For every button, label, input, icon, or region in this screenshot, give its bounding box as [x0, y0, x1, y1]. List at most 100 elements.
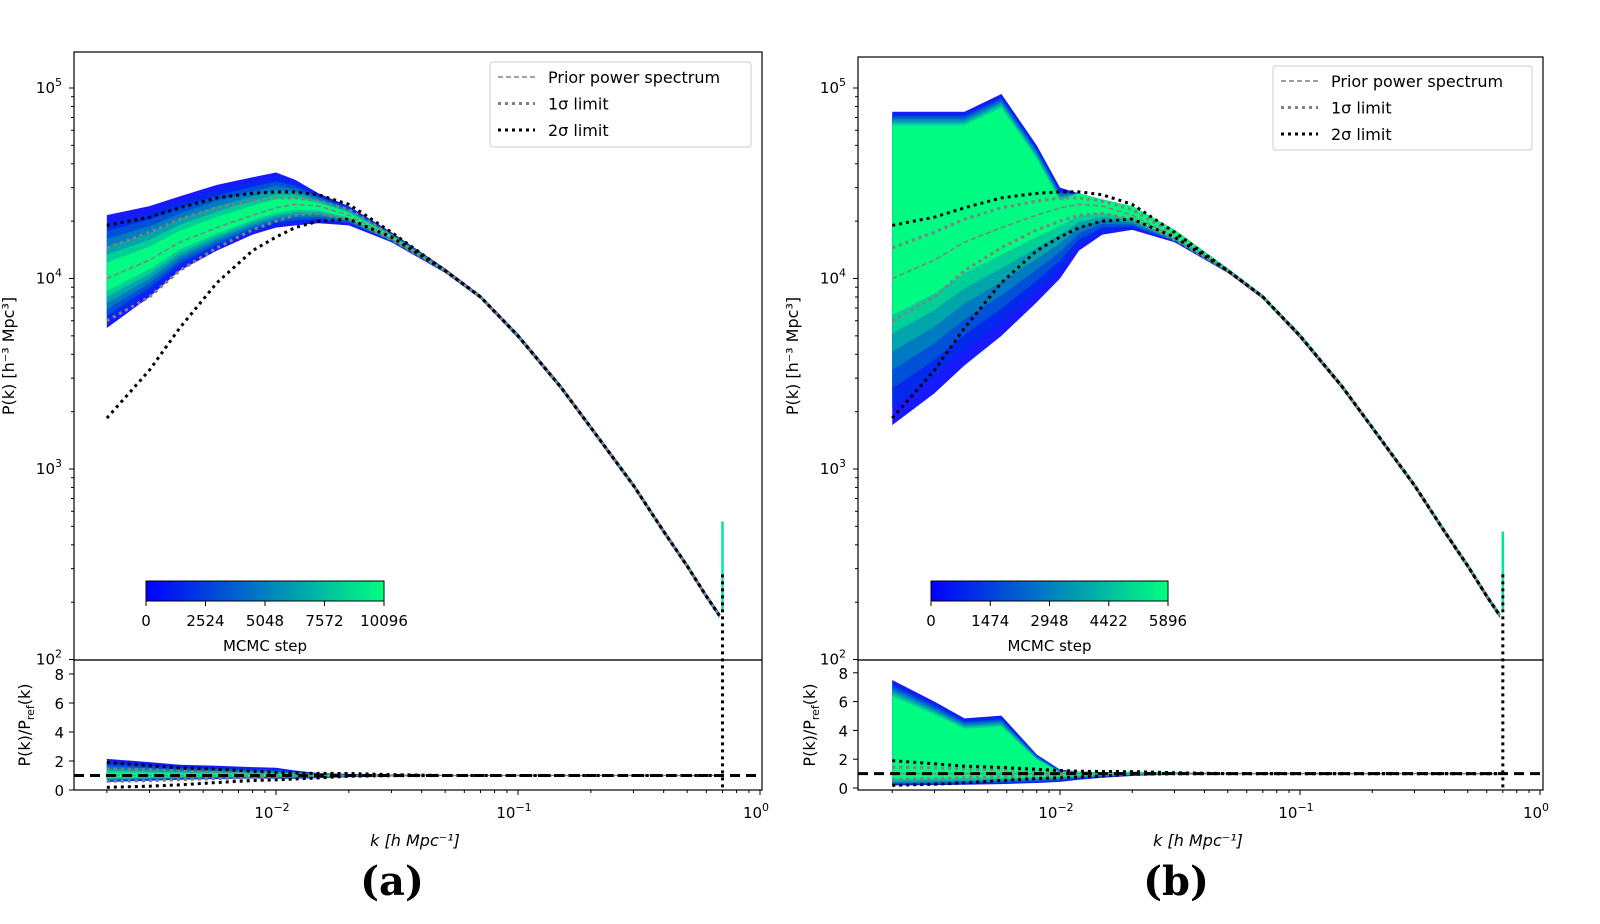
prior-power-spectrum-line: [106, 203, 721, 617]
y-tick-base: 10: [820, 270, 839, 288]
y-axis-label-bottom: P(k)/Pref(k): [15, 683, 37, 766]
power-spectrum-axes: [891, 94, 1505, 619]
colorbar-tick-label: 5896: [1149, 612, 1187, 630]
y-tick-base: 10: [36, 79, 55, 97]
x-tick-exp: −1: [515, 801, 531, 814]
x-tick-label: 10−2: [254, 801, 289, 822]
y-tick-exp: 4: [839, 267, 846, 280]
mcmc-ratio-band-layer: [106, 770, 720, 779]
bottom-axes-frame: [857, 659, 1544, 791]
x-tick-exp: −2: [273, 801, 289, 814]
ratio-axes: [74, 758, 762, 789]
x-tick-base: 10: [496, 804, 515, 822]
legend-entry: 1σ limit: [1331, 99, 1392, 118]
y-tick-label: 105: [36, 76, 62, 97]
mcmc-band-layer: [106, 194, 720, 617]
legend-entry: 2σ limit: [1331, 125, 1392, 144]
y-tick-label: 105: [820, 76, 846, 97]
ylabel-main: P(k)/P: [800, 720, 819, 767]
x-tick-label: 10−1: [1278, 801, 1313, 822]
mcmc-band-layer: [106, 198, 720, 617]
ylabel-tail: (k): [15, 683, 34, 705]
legend-box: [489, 61, 752, 148]
legend-entry: Prior power spectrum: [548, 68, 720, 87]
sigma1-upper-line: [106, 196, 721, 617]
ratio-y-tick-label: 6: [838, 694, 848, 712]
y-tick-exp: 2: [55, 648, 62, 661]
ratio-y-tick-label: 8: [54, 666, 64, 684]
x-tick-base: 10: [743, 804, 762, 822]
ratio-axes: [858, 680, 1543, 787]
legend-entry: 1σ limit: [548, 95, 609, 114]
colorbar-tick-label: 4422: [1090, 612, 1128, 630]
mcmc-ratio-band-layer: [892, 696, 1500, 779]
y-tick-base: 10: [36, 651, 55, 669]
sigma2-lower-line: [105, 217, 721, 617]
colorbar-label: MCMC step: [223, 637, 307, 655]
colorbar: 0 2524 5048 7572 10096 MCMC step: [141, 580, 408, 655]
legend-entry: 2σ limit: [548, 121, 609, 140]
colorbar-tick-label: 7572: [305, 612, 343, 630]
x-tick-base: 10: [1523, 804, 1542, 822]
legend-entry: Prior power spectrum: [1331, 72, 1503, 91]
colorbar-gradient: [930, 580, 1169, 602]
ylabel-sub: ref: [809, 704, 822, 720]
y-tick-label: 104: [36, 267, 62, 288]
x-tick-exp: −2: [1057, 801, 1073, 814]
y-tick-exp: 3: [839, 457, 846, 470]
x-tick-label: 100: [743, 801, 769, 822]
panel-label: (b): [1143, 858, 1209, 905]
legend: Prior power spectrum 1σ limit 2σ limit: [1272, 65, 1533, 151]
y-tick-base: 10: [820, 651, 839, 669]
y-tick-label: 103: [36, 457, 62, 478]
panel-label: (a): [360, 858, 424, 905]
y-axis-label-top: P(k) [h⁻³ Mpc³]: [0, 297, 18, 415]
y-tick-base: 10: [36, 460, 55, 478]
x-tick-label: 10−2: [1038, 801, 1073, 822]
colorbar-tick-label: 5048: [246, 612, 284, 630]
x-tick-exp: 0: [1542, 801, 1549, 814]
colorbar-tick-label: 2524: [186, 612, 224, 630]
x-tick-exp: −1: [1297, 801, 1313, 814]
power-spectrum-axes: [105, 172, 724, 619]
x-tick-label: 10−1: [496, 801, 531, 822]
colorbar-label: MCMC step: [1007, 637, 1091, 655]
x-tick-exp: 0: [762, 801, 769, 814]
y-tick-exp: 2: [839, 648, 846, 661]
colorbar-tick-label: 1474: [971, 612, 1009, 630]
ylabel-sub: ref: [24, 704, 37, 720]
colorbar: 0 1474 2948 4422 5896 MCMC step: [926, 580, 1187, 655]
bottom-axes-frame: [73, 659, 763, 791]
ratio-y-tick-label: 2: [54, 753, 64, 771]
y-tick-exp: 4: [55, 267, 62, 280]
ratio-y-tick-label: 8: [838, 665, 848, 683]
colorbar-tick-label: 10096: [360, 612, 408, 630]
y-axis-label-top: P(k) [h⁻³ Mpc³]: [783, 297, 802, 415]
y-tick-label: 102: [820, 648, 846, 669]
ratio-y-tick-label: 0: [838, 780, 848, 798]
x-tick-base: 10: [1038, 804, 1057, 822]
x-tick-base: 10: [1278, 804, 1297, 822]
ratio-y-tick-label: 6: [54, 695, 64, 713]
x-axis-label: k [h Mpc⁻¹]: [370, 831, 460, 850]
colorbar-gradient: [145, 580, 385, 602]
y-tick-label: 103: [820, 457, 846, 478]
sigma1-lower-line: [106, 211, 721, 617]
colorbar-tick-label: 2948: [1030, 612, 1068, 630]
y-tick-base: 10: [820, 79, 839, 97]
ratio-y-tick-label: 4: [54, 724, 64, 742]
x-tick-base: 10: [254, 804, 273, 822]
sigma2-lower-line: [891, 217, 1502, 617]
sigma2-upper-line: [106, 190, 721, 617]
y-tick-exp: 3: [55, 457, 62, 470]
ratio-y-tick-label: 0: [54, 782, 64, 800]
ylabel-main: P(k)/P: [15, 720, 34, 767]
legend-box: [1272, 65, 1533, 151]
y-tick-label: 104: [820, 267, 846, 288]
ratio-y-tick-label: 2: [838, 751, 848, 769]
x-axis-label: k [h Mpc⁻¹]: [1153, 831, 1243, 850]
y-tick-base: 10: [36, 270, 55, 288]
colorbar-tick-label: 0: [141, 612, 151, 630]
